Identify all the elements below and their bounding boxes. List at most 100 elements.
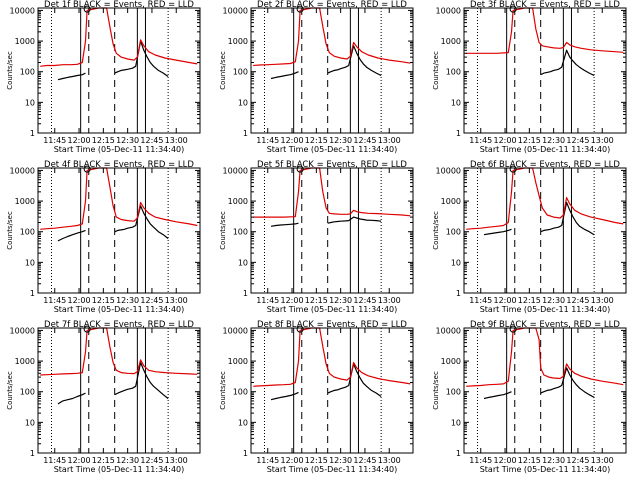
y-tick-label: 10000 (223, 326, 248, 335)
plot-frame (250, 167, 414, 294)
x-tick-label: 12:15 (518, 296, 541, 305)
chart-title: Det 4f BLACK = Events, RED = LLD (44, 160, 194, 170)
lld-series-line (253, 7, 411, 67)
x-axis-label: Start Time (05-Dec-11 11:34:40) (267, 465, 398, 474)
y-tick-label: 100 (446, 388, 461, 397)
plot-frame (250, 7, 414, 134)
x-tick-label: 11:45 (469, 456, 492, 465)
y-tick-label: 1 (243, 129, 248, 138)
y-tick-label: 10 (238, 418, 248, 427)
y-axis-label: Counts/sec (432, 51, 440, 90)
y-tick-label: 10 (238, 258, 248, 267)
x-tick-label: 12:00 (494, 456, 517, 465)
events-series-line (540, 49, 595, 77)
y-tick-label: 10000 (10, 6, 35, 15)
y-tick-label: 100 (233, 228, 248, 237)
x-tick-label: 12:00 (494, 136, 517, 145)
marker-circle (296, 325, 304, 333)
chart-panel: 1 10 100 1000 10000 11:45 12:00 12:15 12:30 12:45… (219, 160, 414, 314)
x-tick-label: 13:00 (165, 296, 188, 305)
events-series-line (483, 367, 595, 400)
x-tick-label: 12:45 (353, 456, 376, 465)
lld-series-line (466, 7, 624, 54)
x-tick-label: 12:45 (353, 296, 376, 305)
plot-frame (37, 7, 201, 134)
lld-series-line (40, 167, 198, 230)
chart-title: Det 7f BLACK = Events, RED = LLD (44, 320, 194, 330)
lld-series-line (253, 327, 411, 387)
plot-frame (250, 327, 414, 454)
x-tick-label: 12:30 (329, 456, 352, 465)
x-tick-label: 12:30 (116, 136, 139, 145)
chart-title: Det 6f BLACK = Events, RED = LLD (470, 160, 620, 170)
events-series-line (483, 201, 595, 236)
y-tick-label: 1000 (441, 197, 461, 206)
x-tick-label: 13:00 (591, 136, 614, 145)
x-tick-label: 12:45 (140, 296, 163, 305)
x-tick-label: 12:45 (566, 296, 589, 305)
y-axis-label: Counts/sec (6, 211, 14, 250)
y-tick-label: 10 (25, 258, 35, 267)
x-tick-label: 12:00 (281, 136, 304, 145)
y-tick-label: 1 (456, 289, 461, 298)
plot-frame (463, 167, 627, 294)
y-tick-label: 1000 (228, 37, 248, 46)
chart-title: Det 3f BLACK = Events, RED = LLD (470, 0, 620, 10)
y-tick-label: 100 (20, 68, 35, 77)
x-tick-label: 12:00 (68, 456, 91, 465)
chart-panel: 1 10 100 1000 10000 11:45 12:00 12:15 12:30 12:45… (219, 0, 414, 154)
x-tick-label: 12:00 (68, 136, 91, 145)
chart-title: Det 1f BLACK = Events, RED = LLD (44, 0, 194, 10)
x-tick-label: 12:45 (353, 136, 376, 145)
x-tick-label: 12:00 (281, 456, 304, 465)
marker-circle (509, 165, 517, 173)
plot-frame (463, 327, 627, 454)
y-axis-label: Counts/sec (6, 51, 14, 90)
y-tick-label: 1000 (15, 37, 35, 46)
x-tick-label: 12:15 (92, 296, 115, 305)
events-series-line (57, 361, 169, 405)
y-axis-label: Counts/sec (6, 371, 14, 410)
x-tick-label: 12:00 (494, 296, 517, 305)
x-tick-label: 12:30 (116, 456, 139, 465)
y-tick-label: 1000 (15, 357, 35, 366)
lld-series-line (253, 167, 411, 218)
chart-title: Det 8f BLACK = Events, RED = LLD (257, 320, 407, 330)
y-tick-label: 100 (20, 228, 35, 237)
x-tick-label: 11:45 (43, 136, 66, 145)
chart-panel: 1 10 100 1000 10000 11:45 12:00 12:15 12:30 12:45… (432, 0, 627, 154)
y-tick-label: 1000 (441, 357, 461, 366)
x-tick-label: 12:45 (140, 136, 163, 145)
y-tick-label: 100 (233, 68, 248, 77)
x-tick-label: 12:00 (281, 296, 304, 305)
chart-panel: 1 10 100 1000 10000 11:45 12:00 12:15 12:30 12:45… (6, 160, 201, 314)
x-tick-label: 13:00 (591, 456, 614, 465)
y-tick-label: 100 (20, 388, 35, 397)
y-tick-label: 10000 (10, 166, 35, 175)
chart-panel: 1 10 100 1000 10000 11:45 12:00 12:15 12:30 12:45… (6, 320, 201, 474)
marker-circle (83, 165, 91, 173)
x-tick-label: 12:45 (566, 136, 589, 145)
y-tick-label: 10000 (436, 166, 461, 175)
chart-panel: 1 10 100 1000 10000 11:45 12:00 12:15 12:30 12:45… (219, 320, 414, 474)
lld-series-line (40, 327, 198, 376)
x-tick-label: 12:15 (305, 136, 328, 145)
x-tick-label: 11:45 (43, 456, 66, 465)
events-series-line (270, 363, 382, 401)
chart-panel: 1 10 100 1000 10000 11:45 12:00 12:15 12:30 12:45… (432, 160, 627, 314)
chart-panel: 1 10 100 1000 10000 11:45 12:00 12:15 12:30 12:45… (432, 320, 627, 474)
marker-circle (296, 165, 304, 173)
y-tick-label: 1 (30, 449, 35, 458)
x-tick-label: 13:00 (378, 296, 401, 305)
x-tick-label: 12:30 (329, 136, 352, 145)
x-axis-label: Start Time (05-Dec-11 11:34:40) (54, 145, 185, 154)
y-tick-label: 100 (446, 68, 461, 77)
x-tick-label: 13:00 (591, 296, 614, 305)
y-tick-label: 10 (451, 258, 461, 267)
x-axis-label: Start Time (05-Dec-11 11:34:40) (480, 465, 611, 474)
y-tick-label: 10 (451, 418, 461, 427)
plot-frame (37, 327, 201, 454)
plot-frame (37, 167, 201, 294)
y-axis-label: Counts/sec (219, 371, 227, 410)
